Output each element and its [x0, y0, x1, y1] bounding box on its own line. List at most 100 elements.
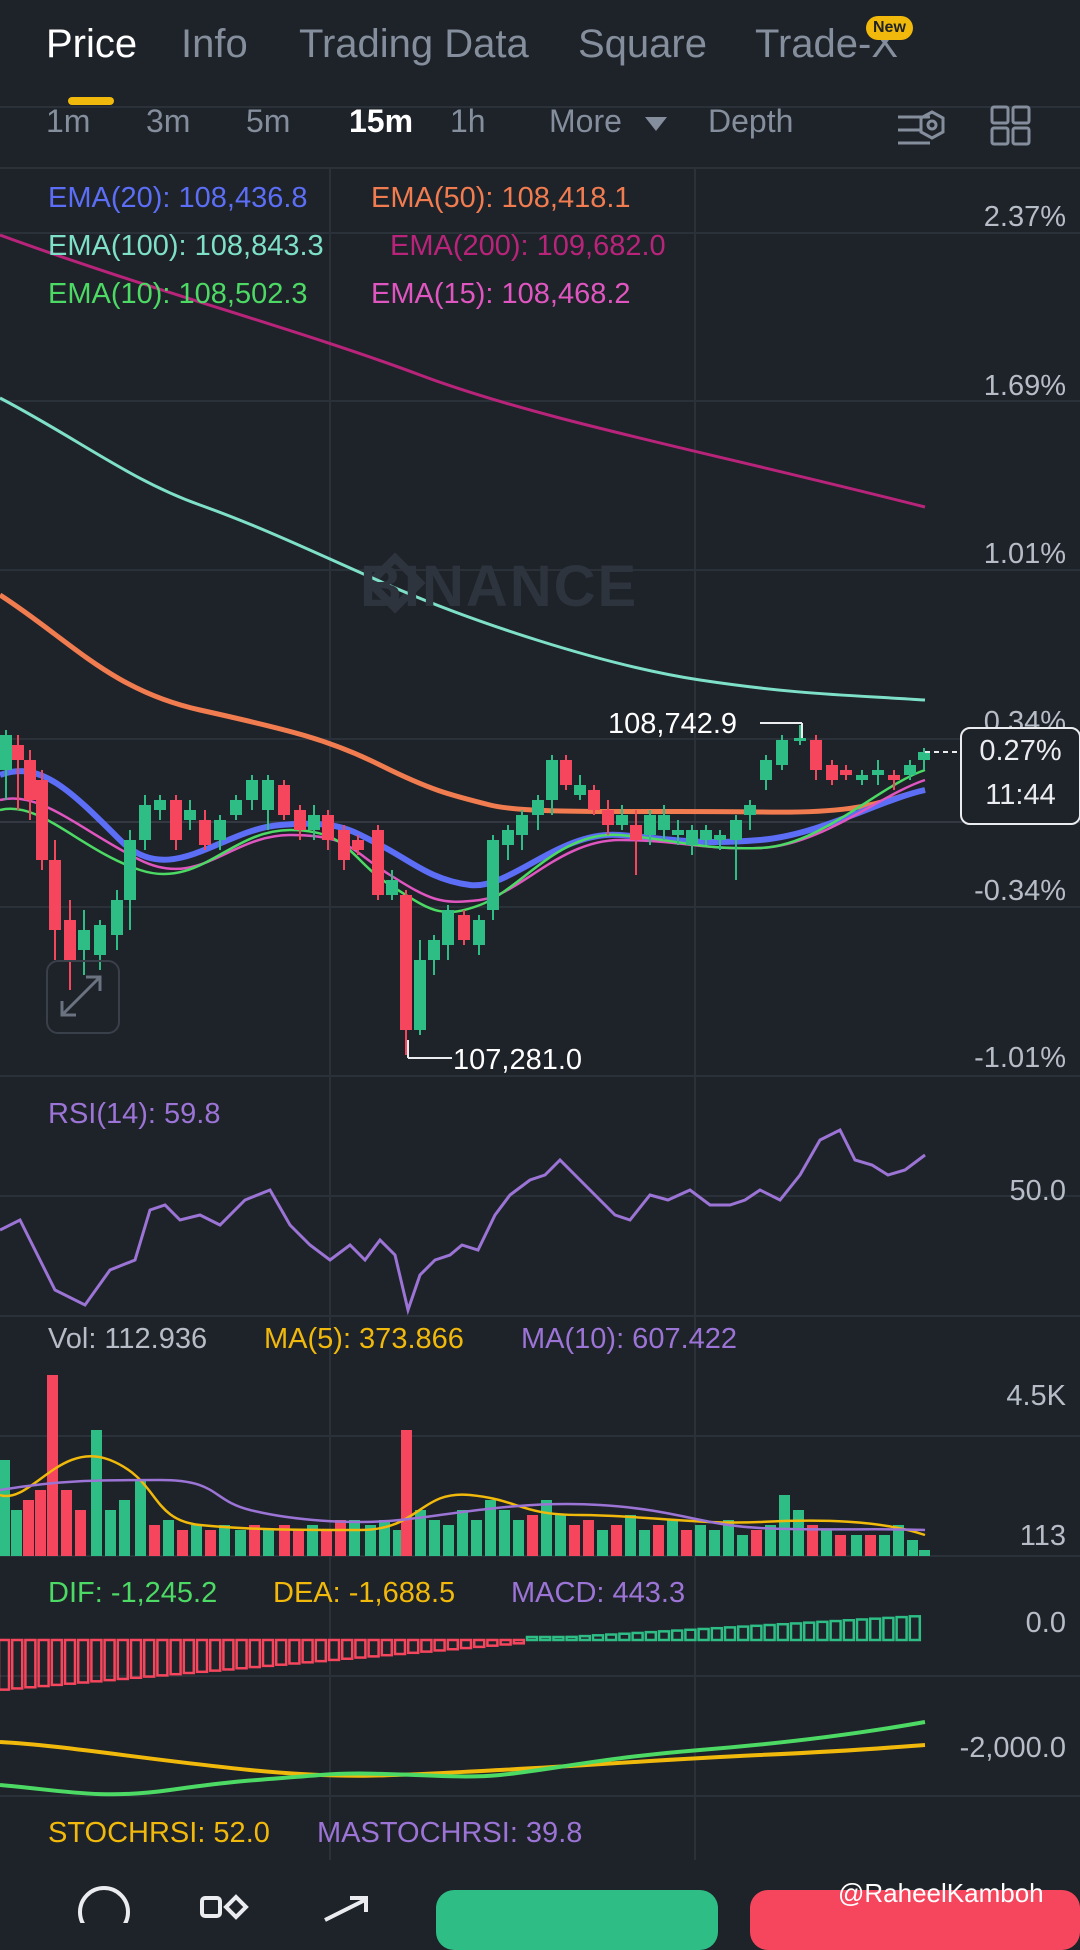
divider	[0, 106, 1080, 108]
volume-bars	[0, 1375, 930, 1556]
macd-bar	[116, 1638, 130, 1681]
interval-3m[interactable]: 3m	[146, 103, 191, 139]
macd-bar	[301, 1638, 314, 1664]
expand-chart-button[interactable]	[46, 960, 120, 1034]
macd-bar	[565, 1635, 578, 1642]
macd-bar	[882, 1616, 895, 1642]
candle-body	[49, 860, 61, 930]
macd-bar	[261, 1638, 275, 1668]
new-badge: New	[866, 16, 913, 40]
candle-body	[184, 810, 196, 820]
candle-body	[442, 910, 454, 945]
macd-bar	[697, 1627, 710, 1642]
macd-histogram	[0, 1615, 922, 1691]
candle-body	[560, 760, 572, 785]
candle-body	[658, 815, 670, 830]
interval-1m[interactable]: 1m	[46, 103, 91, 139]
interval-more[interactable]: More	[549, 103, 622, 139]
macd-bar	[657, 1630, 671, 1642]
macd-bar	[552, 1635, 565, 1642]
candle-body	[139, 805, 151, 840]
macd-bar	[855, 1618, 869, 1642]
candle-body	[872, 770, 884, 775]
candle-body	[574, 785, 586, 795]
volume-bar	[149, 1525, 160, 1556]
rsi-axis-label: 50.0	[1009, 1175, 1066, 1207]
candle-body	[199, 820, 211, 845]
expand-icon	[60, 975, 102, 1017]
macd-bar	[723, 1626, 737, 1642]
volume-bar	[293, 1530, 304, 1556]
candle-body	[294, 810, 306, 830]
interval-1h[interactable]: 1h	[450, 103, 486, 139]
candle-body	[744, 805, 756, 815]
tab-trading-data[interactable]: Trading Data	[299, 22, 529, 66]
volume-bar	[625, 1515, 636, 1556]
tab-square[interactable]: Square	[578, 22, 707, 66]
candle-body	[487, 840, 499, 910]
interval-15m[interactable]: 15m	[349, 103, 414, 139]
macd-bar	[235, 1638, 248, 1670]
macd-bar	[420, 1638, 433, 1653]
candle-body	[386, 880, 398, 895]
price-axis-label: 2.37%	[983, 201, 1066, 233]
candle-body	[458, 915, 470, 940]
dea-legend: DEA: -1,688.5	[273, 1577, 456, 1609]
candle-body	[760, 760, 772, 780]
volume-bar	[851, 1535, 862, 1556]
macd-axis-top: 0.0	[1025, 1607, 1066, 1639]
volume-bar	[835, 1535, 846, 1556]
volume-bar	[105, 1510, 116, 1556]
macd-bar	[842, 1619, 856, 1642]
candle-body	[776, 740, 788, 765]
volume-bar	[205, 1530, 216, 1556]
macd-bar	[406, 1638, 420, 1655]
candle-body	[840, 770, 852, 775]
candle-body	[322, 815, 334, 840]
volume-bar	[219, 1525, 230, 1556]
chart-settings-icon	[898, 110, 945, 145]
vol-axis-bottom: 113	[1019, 1520, 1066, 1552]
candle-body	[36, 780, 48, 860]
top-tabs: Price Info Trading Data Square Trade-X N…	[0, 0, 1080, 106]
volume-bar	[61, 1490, 72, 1556]
macd-bar	[895, 1615, 908, 1642]
candle-body	[730, 820, 742, 840]
ema200-legend: EMA(200): 109,682.0	[390, 230, 666, 262]
volume-bar	[583, 1520, 594, 1556]
macd-bar	[868, 1617, 882, 1642]
macd-bar	[816, 1620, 829, 1642]
buy-button[interactable]	[436, 1890, 718, 1950]
volume-bar	[429, 1520, 440, 1556]
macd-bar	[222, 1638, 235, 1671]
candle-body	[428, 940, 440, 960]
volume-bar	[35, 1490, 46, 1556]
macd-bar	[380, 1638, 394, 1657]
tab-price[interactable]: Price	[46, 22, 138, 66]
vol-ma5-legend: MA(5): 373.866	[264, 1323, 464, 1355]
macd-bar	[327, 1638, 341, 1662]
credit-watermark: @RaheelKamboh	[838, 1878, 1044, 1908]
chevron-down-icon	[645, 117, 667, 131]
macd-bar	[182, 1638, 196, 1675]
volume-bar	[335, 1520, 346, 1556]
volume-bar	[639, 1530, 650, 1556]
tab-depth[interactable]: Depth	[708, 103, 794, 139]
mastochrsi-legend: MASTOCHRSI: 39.8	[317, 1817, 583, 1849]
tab-info[interactable]: Info	[181, 22, 248, 66]
candle-body	[672, 830, 684, 835]
active-tab-indicator	[68, 97, 114, 105]
candle-body	[308, 815, 320, 830]
volume-bar	[163, 1520, 174, 1556]
macd-bar	[591, 1634, 605, 1642]
macd-bar	[644, 1630, 658, 1642]
interval-5m[interactable]: 5m	[246, 103, 291, 139]
rsi-line	[0, 1127, 926, 1316]
dif-legend: DIF: -1,245.2	[48, 1577, 218, 1609]
volume-bar	[415, 1510, 426, 1556]
ema20-legend: EMA(20): 108,436.8	[48, 182, 308, 214]
volume-bar	[879, 1535, 890, 1556]
candle-body	[78, 930, 90, 950]
layout-grid-icon	[990, 105, 1031, 146]
price-axis-label: 1.69%	[983, 370, 1066, 402]
